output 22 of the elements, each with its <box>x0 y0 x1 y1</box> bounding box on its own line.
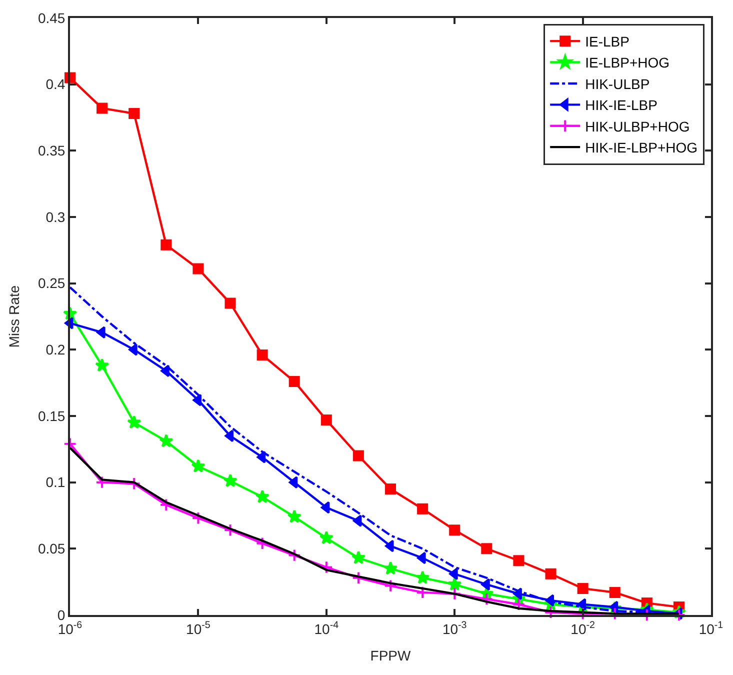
y-tick-label: 0.05 <box>38 540 66 557</box>
y-tick-label: 0.1 <box>46 474 66 490</box>
legend-label: IE-LBP <box>585 34 630 50</box>
legend-label: HIK-IE-LBP <box>585 97 658 114</box>
x-tick-label: 10$^{-3}$ <box>442 620 468 637</box>
legend-label: IE-LBP+HOG <box>585 54 670 71</box>
y-tick-label: 0.25 <box>38 275 66 292</box>
legend-label: HIK-IE-LBP+HOG <box>585 140 698 156</box>
x-axis-title: FPPW <box>370 648 412 664</box>
x-tick-label: 10$^{-2}$ <box>570 620 595 637</box>
y-tick-label: 0.3 <box>46 208 66 225</box>
y-axis-title: Miss Rate <box>6 285 22 348</box>
y-tick-label: 0.2 <box>46 342 66 358</box>
x-tick-label: 10$^{-4}$ <box>314 620 340 637</box>
legend-label: HIK-ULBP <box>585 76 650 92</box>
y-tick-label: 0.35 <box>38 142 66 159</box>
y-tick-label: 0.15 <box>38 408 66 424</box>
y-tick-label: 0.4 <box>46 76 66 92</box>
legend-label: HIK-ULBP+HOG <box>585 118 690 134</box>
y-tick-label: 0.45 <box>38 10 66 26</box>
x-tick-label: 10$^{-5}$ <box>186 620 211 637</box>
x-tick-label: 10$^{-1}$ <box>698 620 724 637</box>
